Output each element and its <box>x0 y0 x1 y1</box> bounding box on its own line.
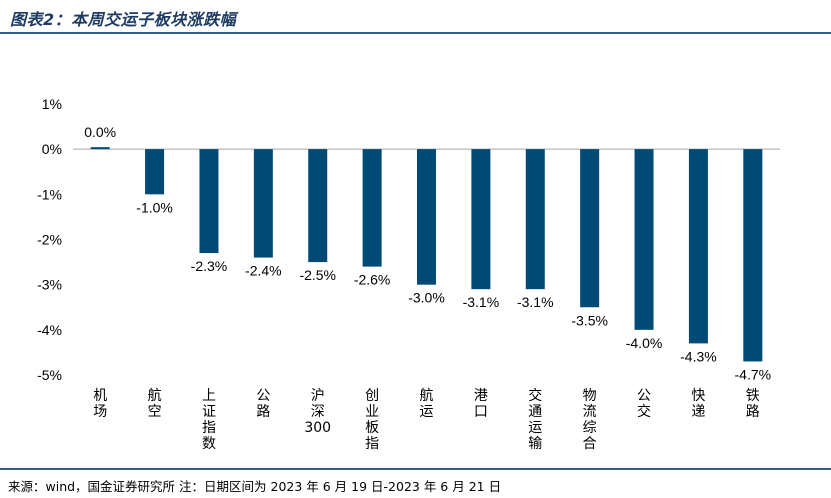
y-tick-label: -3% <box>37 277 62 293</box>
data-label: -4.7% <box>735 366 772 382</box>
x-tick-label: 公交 <box>637 388 651 420</box>
data-label: -1.0% <box>136 199 173 215</box>
bar <box>471 149 491 290</box>
bar <box>417 149 436 285</box>
bar <box>145 149 165 195</box>
x-tick-label: 公路 <box>256 388 270 420</box>
x-tick-label: 快递 <box>691 388 705 420</box>
bar <box>253 149 273 258</box>
x-tick-label: 沪深 300 <box>304 388 331 436</box>
y-tick-label: -2% <box>37 232 62 248</box>
bar <box>634 149 654 330</box>
bar <box>199 149 219 254</box>
bar-chart: 1% 0% -1% -2% -3% -4% -5% 0.0% 机场 -1.0% 航空 -2.3% 上证指… <box>37 96 780 452</box>
data-label: -2.3% <box>191 258 228 274</box>
x-tick-label: 物流综合 <box>583 388 597 452</box>
bar <box>362 149 382 267</box>
y-tick-label: 1% <box>42 96 62 112</box>
data-label: -3.1% <box>463 294 500 310</box>
bar <box>308 149 328 263</box>
data-label: -2.5% <box>299 267 336 283</box>
x-tick-label: 机场 <box>93 388 107 420</box>
bar <box>580 149 600 308</box>
data-label: -2.6% <box>354 272 391 288</box>
bar <box>743 149 763 362</box>
bar <box>525 149 545 290</box>
x-tick-label: 交通运输 <box>528 387 542 452</box>
x-tick-label: 航运 <box>420 388 434 420</box>
y-tick-label: 0% <box>42 141 62 157</box>
data-label: -4.3% <box>680 348 717 364</box>
title-divider <box>0 32 831 34</box>
bar <box>688 149 708 344</box>
y-tick-label: -1% <box>37 186 62 202</box>
y-tick-label: -4% <box>37 322 62 338</box>
data-label: -3.1% <box>517 294 554 310</box>
figure-title: 图表2：本周交运子板块涨跌幅 <box>10 10 237 29</box>
data-label: -3.0% <box>408 290 445 306</box>
x-tick-label: 航空 <box>148 388 162 420</box>
x-tick-label: 创业板指 <box>365 388 379 452</box>
footer-divider <box>0 468 831 470</box>
data-label: -2.4% <box>245 263 282 279</box>
source-note: 来源：wind，国金证券研究所 注：日期区间为 2023 年 6 月 19 日-… <box>8 479 502 494</box>
x-tick-label: 港口 <box>474 388 488 420</box>
bar <box>90 147 110 150</box>
data-label: 0.0% <box>84 124 116 140</box>
x-tick-label: 铁路 <box>746 388 760 420</box>
y-tick-label: -5% <box>37 367 62 383</box>
x-tick-label: 上证指数 <box>202 388 216 452</box>
data-label: -3.5% <box>571 312 608 328</box>
data-label: -4.0% <box>626 335 663 351</box>
